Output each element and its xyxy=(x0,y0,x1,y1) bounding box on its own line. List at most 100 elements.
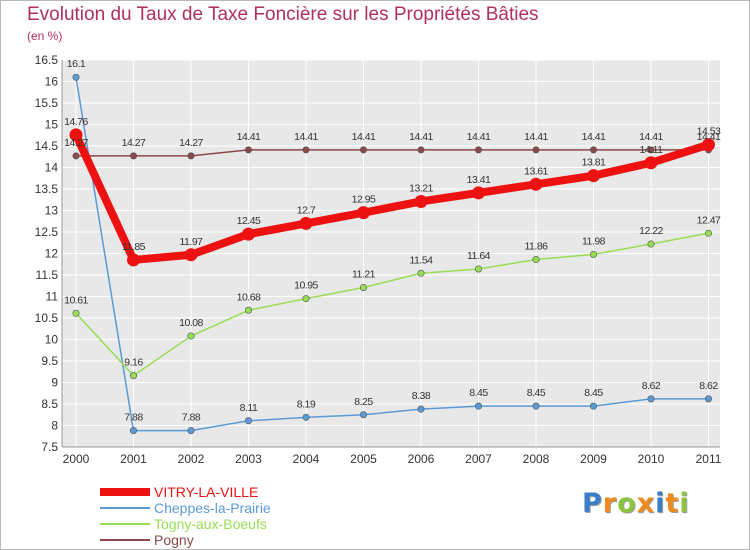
y-tick-label: 12 xyxy=(45,247,59,261)
data-point xyxy=(647,146,655,154)
data-label: 10.95 xyxy=(294,280,318,292)
data-label: 8.45 xyxy=(527,387,546,399)
data-label: 8.11 xyxy=(240,402,258,414)
data-label: 11.86 xyxy=(525,241,549,253)
data-label: 14.41 xyxy=(639,131,663,143)
legend-label: Togny-aux-Boeufs xyxy=(154,516,267,532)
y-tick-label: 10 xyxy=(45,333,59,347)
data-point xyxy=(69,128,83,142)
data-point xyxy=(184,248,198,262)
data-label: 12.7 xyxy=(297,204,316,216)
data-point xyxy=(589,146,597,154)
data-label: 14.41 xyxy=(524,131,548,143)
data-point xyxy=(245,417,253,425)
data-label: 14.41 xyxy=(352,131,376,143)
data-label: 10.61 xyxy=(64,294,88,306)
data-label: 8.62 xyxy=(699,380,718,392)
data-point xyxy=(529,177,543,191)
series-line xyxy=(75,232,710,377)
data-point xyxy=(130,372,138,380)
data-label: 8.38 xyxy=(412,390,431,402)
y-tick-label: 13 xyxy=(45,204,59,218)
data-label: 8.62 xyxy=(642,380,661,392)
data-point xyxy=(72,309,80,317)
logo-letter: r xyxy=(602,488,618,519)
data-point xyxy=(472,186,485,200)
series-line xyxy=(75,76,710,432)
data-point xyxy=(702,138,715,152)
y-tick-label: 12.5 xyxy=(35,225,59,239)
x-tick-label: 2005 xyxy=(350,452,377,466)
data-label: 10.08 xyxy=(179,317,203,329)
data-label: 8.19 xyxy=(297,398,316,410)
data-label: 14.41 xyxy=(697,131,721,143)
data-label: 11.85 xyxy=(122,241,146,253)
data-point xyxy=(187,152,195,160)
y-tick-label: 11 xyxy=(46,290,59,304)
data-label: 14.41 xyxy=(409,131,433,143)
y-tick-label: 14 xyxy=(45,161,59,175)
y-tick-label: 15.5 xyxy=(35,96,59,110)
legend-item: VITRY-LA-VILLE xyxy=(100,484,258,500)
series-line xyxy=(75,149,710,157)
data-label: 11.54 xyxy=(410,254,434,266)
data-label: 16.1 xyxy=(67,58,86,70)
legend-swatch xyxy=(100,507,150,509)
data-point xyxy=(474,146,482,154)
y-tick-label: 15 xyxy=(45,118,59,132)
data-point xyxy=(647,240,655,248)
legend-item: Togny-aux-Boeufs xyxy=(100,516,267,532)
y-tick-label: 16.5 xyxy=(35,53,59,67)
data-point xyxy=(704,395,712,403)
data-label: 14.41 xyxy=(582,131,606,143)
data-label: 12.22 xyxy=(639,225,663,237)
data-label: 13.41 xyxy=(467,174,491,186)
x-tick-label: 2006 xyxy=(408,452,435,466)
y-tick-label: 11.5 xyxy=(36,268,59,282)
data-point xyxy=(532,256,540,264)
proxiti-logo: Proxiti xyxy=(582,488,690,519)
chart-title: Evolution du Taux de Taxe Foncière sur l… xyxy=(27,4,539,25)
x-tick-label: 2008 xyxy=(523,452,550,466)
legend-item: Pogny xyxy=(100,532,194,548)
data-point xyxy=(245,306,253,314)
legend-label: Cheppes-la-Prairie xyxy=(154,500,271,516)
y-tick-label: 14.5 xyxy=(35,139,59,153)
data-point xyxy=(587,169,600,183)
logo-letter: i xyxy=(679,488,690,519)
data-point xyxy=(589,402,597,410)
data-point xyxy=(359,411,367,419)
x-tick-label: 2007 xyxy=(465,452,492,466)
data-label: 14.76 xyxy=(64,116,88,128)
logo-letter: P xyxy=(582,488,603,519)
data-point xyxy=(532,146,540,154)
data-point xyxy=(299,216,313,230)
data-label: 12.95 xyxy=(352,194,376,206)
data-point xyxy=(589,250,597,258)
x-tick-label: 2000 xyxy=(63,452,90,466)
x-tick-label: 2011 xyxy=(696,452,722,466)
legend-swatch xyxy=(100,523,150,525)
data-point xyxy=(187,427,195,435)
legend-swatch xyxy=(100,539,150,541)
data-label: 13.61 xyxy=(524,165,548,177)
data-label: 11.98 xyxy=(582,235,606,247)
data-label: 13.81 xyxy=(582,157,606,169)
legend-swatch xyxy=(100,488,150,496)
data-label: 13.21 xyxy=(409,182,433,194)
data-label: 7.88 xyxy=(124,412,143,424)
data-point xyxy=(245,146,253,154)
data-label: 14.27 xyxy=(179,137,203,149)
data-label: 14.41 xyxy=(237,131,261,143)
x-tick-label: 2009 xyxy=(580,452,607,466)
x-tick-label: 2002 xyxy=(178,452,205,466)
legend-label: Pogny xyxy=(154,532,194,548)
legend-label: VITRY-LA-VILLE xyxy=(154,484,259,500)
data-label: 11.97 xyxy=(180,236,204,248)
data-point xyxy=(647,395,655,403)
series-line xyxy=(72,130,713,264)
y-axis-unit-label: (en %) xyxy=(27,29,63,43)
data-point xyxy=(359,146,367,154)
logo-letter: x xyxy=(636,488,656,519)
data-point xyxy=(127,253,140,267)
